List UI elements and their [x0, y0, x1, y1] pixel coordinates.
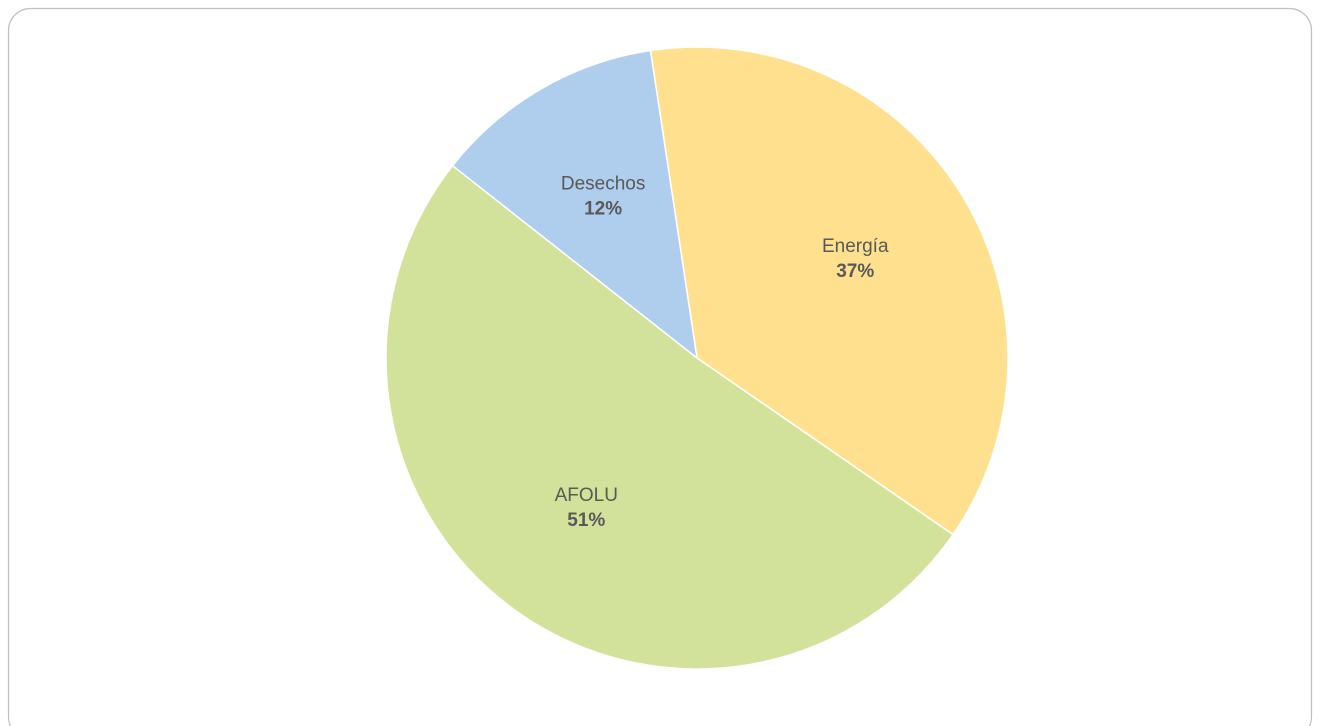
slice-label: Energía	[822, 236, 889, 257]
pie-slice	[385, 164, 955, 670]
slice-label: AFOLU	[555, 485, 618, 506]
slice-value-label: 37%	[836, 261, 874, 282]
slice-value-label: 12%	[584, 199, 622, 220]
pie-slice	[649, 46, 1009, 536]
pie-slice	[451, 49, 699, 360]
slice-value-label: 51%	[567, 510, 605, 531]
slice-label: Desechos	[561, 174, 646, 195]
